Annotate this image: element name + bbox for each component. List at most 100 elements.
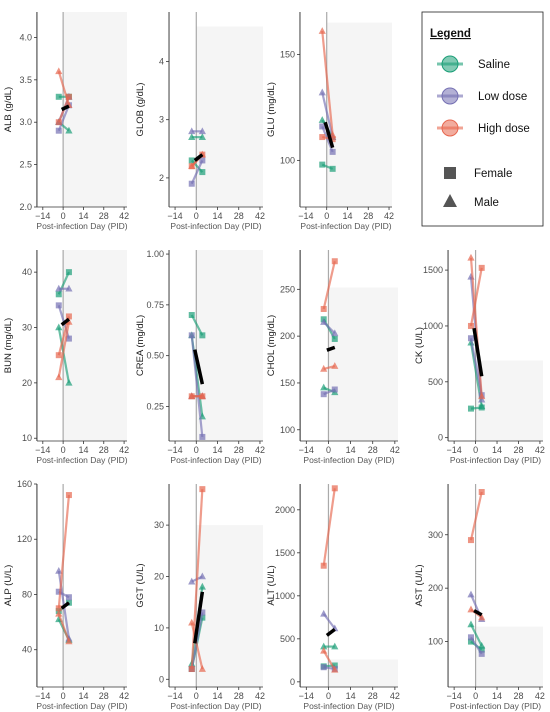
series-line-low-triangle [321,92,334,138]
x-tick-label: 42 [119,211,129,221]
y-tick-label: 1.00 [146,249,164,259]
legend-low-marker [441,87,459,105]
data-point-triangle-high [478,392,486,400]
data-point-square-saline [55,291,62,298]
y-axis-title: ALB (g/dL) [3,87,14,132]
x-tick-label: 14 [213,211,223,221]
legend-female-label: Female [474,168,512,180]
x-tick-label: 42 [255,211,265,221]
x-tick-label: −14 [299,691,314,701]
reference-range-band [475,360,543,441]
y-tick-label: 0 [159,674,164,684]
y-axis-title: ALP (U/L) [3,565,14,607]
series-line-saline-triangle [470,624,483,647]
y-tick-label: 30 [22,323,32,333]
data-point-square-high [329,136,336,143]
y-tick-label: 1500 [423,265,443,275]
x-tick-label: 42 [384,211,394,221]
data-point-triangle-high [198,392,206,400]
data-point-square-saline [331,335,338,342]
x-tick-label: −14 [167,691,182,701]
data-point-triangle-high [188,618,196,626]
data-point-triangle-high [188,392,196,400]
data-point-square-low [320,664,327,671]
data-point-square-low [199,609,206,616]
reference-range-band [326,22,392,208]
x-tick-label: 42 [119,691,129,701]
data-point-square-low [188,180,195,187]
series-line-high-square [190,489,204,670]
reference-range-band [196,250,263,441]
data-point-square-high [467,322,474,329]
y-axis-title: CK (U/L) [414,327,425,364]
x-tick-label: 14 [213,445,223,455]
x-axis-title: Post-infection Day (PID) [300,221,391,231]
x-tick-label: −14 [167,211,182,221]
data-point-triangle-high [331,362,339,369]
x-tick-label: 0 [61,445,66,455]
x-tick-label: 0 [473,691,478,701]
x-tick-label: 42 [390,691,400,701]
x-tick-label: 0 [324,211,329,221]
y-tick-label: 300 [428,530,443,540]
x-tick-label: −14 [299,445,314,455]
mean-trend-line [193,591,205,644]
data-point-square-low [199,157,206,164]
data-point-triangle-high [467,253,475,261]
data-point-triangle-low [320,609,328,617]
x-tick-label: 42 [535,691,545,701]
y-tick-label: 1000 [275,591,295,601]
y-tick-label: 40 [22,645,32,655]
y-tick-label: 100 [280,425,295,435]
x-tick-label: 14 [342,211,352,221]
y-tick-label: 10 [22,433,32,443]
mean-trend-line [60,104,70,112]
x-tick-label: 14 [213,691,223,701]
y-tick-label: 150 [280,378,295,388]
mean-trend-line [326,345,336,352]
data-point-square-saline [329,165,336,172]
x-axis-title: Post-infection Day (PID) [170,221,261,231]
data-point-square-high [478,489,485,496]
x-axis-title: Post-infection Day (PID) [36,701,127,711]
legend-high-marker [441,119,459,137]
data-point-square-low [329,148,336,155]
x-tick-label: 28 [234,211,244,221]
x-tick-label: 14 [78,445,88,455]
x-tick-label: −14 [446,691,461,701]
data-point-square-low [319,123,326,130]
y-tick-label: 3 [159,115,164,125]
reference-range-band [196,525,263,687]
data-point-square-high [319,134,326,141]
data-point-square-low [467,335,474,342]
data-point-square-high [331,258,338,265]
data-point-triangle-high [467,605,475,613]
x-tick-label: −14 [35,211,50,221]
data-point-triangle-high [55,373,63,381]
y-tick-label: 160 [17,479,32,489]
x-tick-label: −14 [298,211,313,221]
data-point-square-high [467,537,474,544]
y-tick-label: 30 [154,520,164,530]
x-tick-label: 42 [390,445,400,455]
x-tick-label: 0 [473,445,478,455]
y-tick-label: 0 [290,677,295,687]
data-point-square-low [467,634,474,641]
data-point-square-high [320,562,327,569]
mean-trend-line [473,609,483,617]
x-axis-title: Post-infection Day (PID) [36,455,127,465]
y-tick-label: 250 [280,284,295,294]
y-tick-label: 100 [428,637,443,647]
data-point-triangle-low [188,127,196,135]
y-axis-title: GGT (U/L) [135,563,146,607]
data-point-triangle-saline [478,641,486,649]
series-line-high-triangle [322,650,336,671]
y-tick-label: 200 [280,331,295,341]
panel-10: 0 500 1000 1500 2000 −14 0 14 28 42Post-infection… [266,484,400,711]
panel-1: 2.0 2.5 3.0 3.5 4.0 −14 0 14 28 42Post-infection … [3,12,129,231]
y-tick-label: 3.0 [19,117,32,127]
data-point-square-saline [478,646,485,653]
data-point-square-high [65,93,72,100]
